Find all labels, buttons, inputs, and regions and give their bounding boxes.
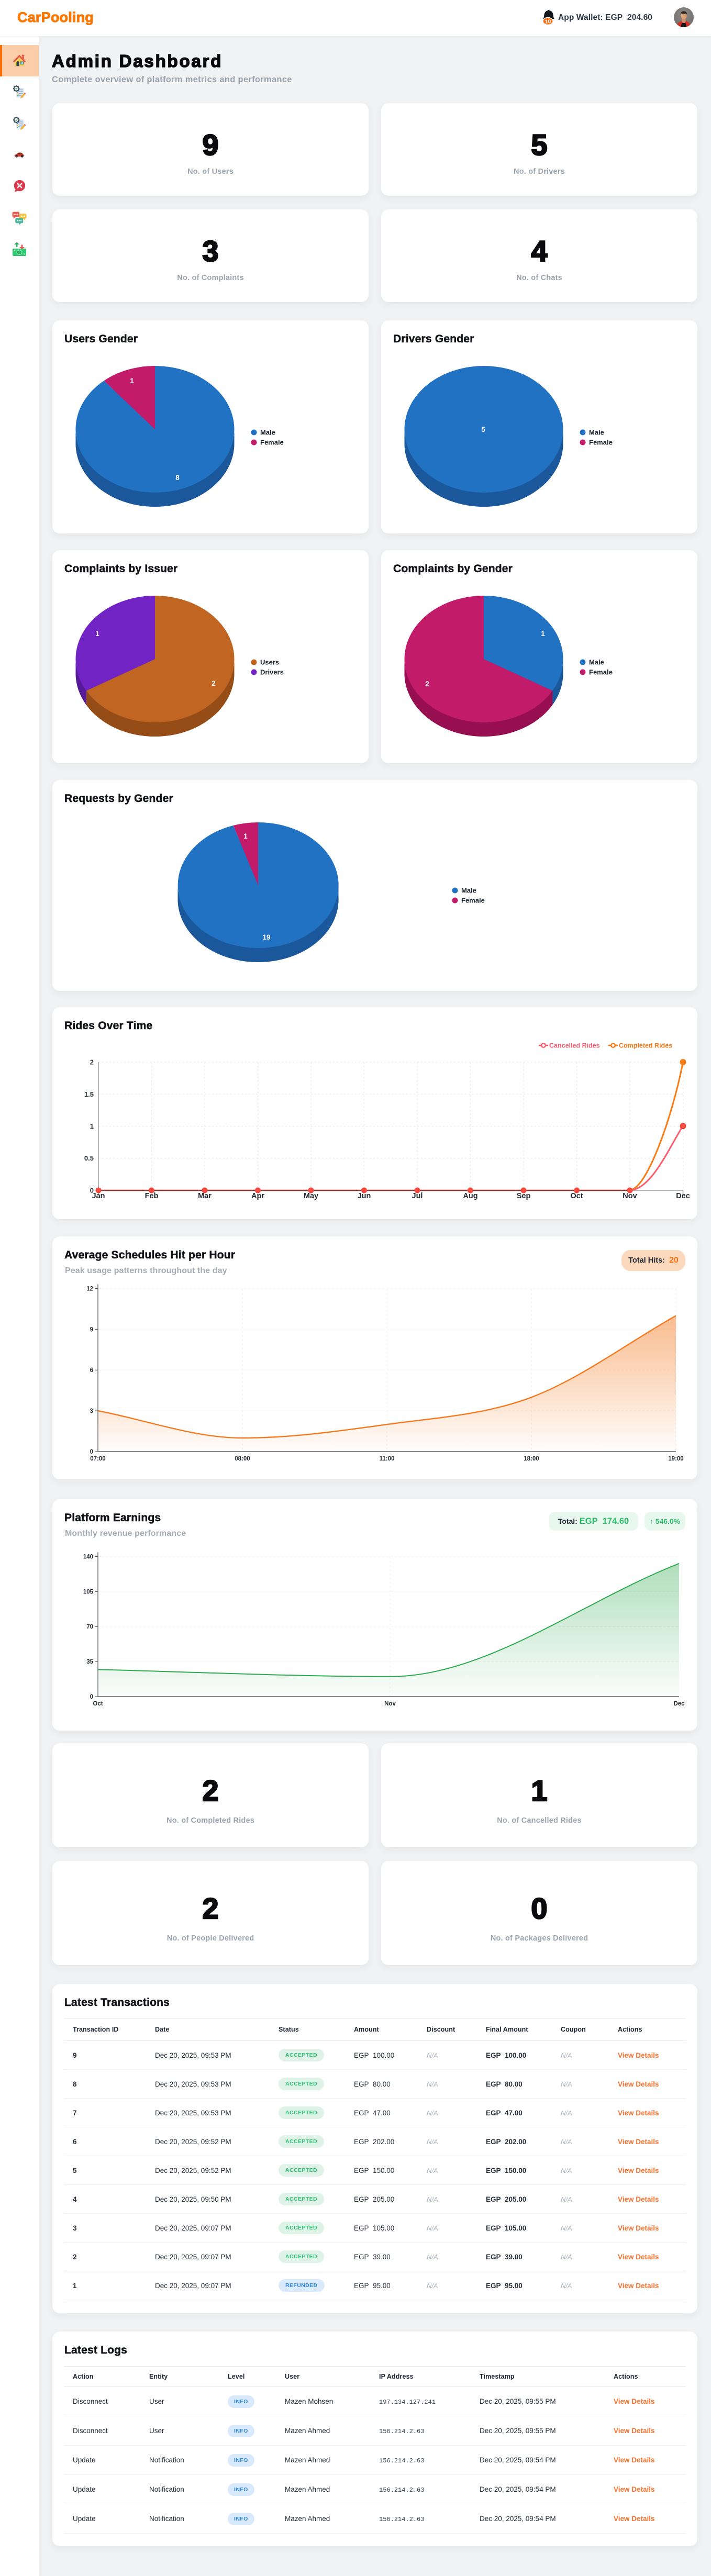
- svg-text:Nov: Nov: [623, 1192, 637, 1200]
- svg-text:0: 0: [90, 1449, 93, 1455]
- svg-text:70: 70: [86, 1624, 93, 1630]
- svg-text:2: 2: [90, 1058, 94, 1066]
- svg-text:0: 0: [90, 1187, 94, 1195]
- svg-text:140: 140: [83, 1554, 93, 1560]
- svg-text:6: 6: [90, 1367, 93, 1374]
- svg-text:Jun: Jun: [358, 1192, 371, 1200]
- svg-text:Dec: Dec: [676, 1192, 690, 1200]
- svg-text:1: 1: [130, 377, 134, 385]
- svg-text:8: 8: [175, 474, 180, 482]
- svg-text:9: 9: [90, 1326, 93, 1333]
- svg-text:19:00: 19:00: [668, 1456, 683, 1462]
- svg-text:08:00: 08:00: [235, 1456, 250, 1462]
- svg-text:Cancelled Rides: Cancelled Rides: [549, 1042, 600, 1050]
- svg-text:1: 1: [243, 832, 248, 840]
- svg-text:Feb: Feb: [145, 1192, 159, 1200]
- svg-text:105: 105: [83, 1589, 94, 1595]
- svg-text:07:00: 07:00: [90, 1456, 105, 1462]
- svg-text:Mar: Mar: [198, 1192, 212, 1200]
- svg-text:Male: Male: [589, 659, 604, 666]
- svg-text:35: 35: [86, 1659, 93, 1665]
- svg-text:Male: Male: [461, 887, 476, 895]
- svg-text:12: 12: [86, 1286, 93, 1292]
- svg-text:2: 2: [212, 679, 216, 687]
- svg-text:1: 1: [90, 1122, 94, 1130]
- svg-text:Male: Male: [589, 429, 604, 437]
- svg-text:Oct: Oct: [570, 1192, 583, 1200]
- svg-text:Female: Female: [589, 668, 613, 676]
- svg-text:1: 1: [541, 630, 545, 638]
- svg-text:Female: Female: [461, 897, 485, 905]
- svg-text:Female: Female: [589, 439, 613, 447]
- svg-text:18:00: 18:00: [524, 1456, 539, 1462]
- svg-text:Female: Female: [260, 439, 284, 447]
- svg-text:10: 10: [545, 19, 551, 25]
- svg-text:Completed Rides: Completed Rides: [619, 1042, 672, 1050]
- svg-text:Apr: Apr: [251, 1192, 264, 1200]
- svg-text:Aug: Aug: [463, 1192, 477, 1200]
- svg-text:0.5: 0.5: [84, 1154, 94, 1162]
- svg-text:Dec: Dec: [673, 1701, 685, 1707]
- svg-text:Sep: Sep: [517, 1192, 531, 1200]
- svg-text:Users: Users: [260, 659, 279, 666]
- svg-text:Drivers: Drivers: [260, 668, 284, 676]
- svg-text:3: 3: [90, 1408, 93, 1414]
- svg-text:2: 2: [425, 680, 429, 688]
- svg-text:May: May: [304, 1192, 318, 1200]
- svg-text:5: 5: [481, 426, 485, 433]
- svg-text:19: 19: [262, 933, 270, 941]
- svg-text:Nov: Nov: [384, 1701, 396, 1707]
- svg-text:Male: Male: [260, 429, 275, 437]
- svg-text:Jan: Jan: [92, 1192, 105, 1200]
- svg-text:1.5: 1.5: [84, 1090, 94, 1098]
- svg-text:11:00: 11:00: [380, 1456, 395, 1462]
- svg-text:0: 0: [90, 1694, 93, 1700]
- svg-text:Jul: Jul: [412, 1192, 423, 1200]
- svg-text:Oct: Oct: [93, 1701, 103, 1707]
- svg-text:1: 1: [95, 630, 99, 638]
